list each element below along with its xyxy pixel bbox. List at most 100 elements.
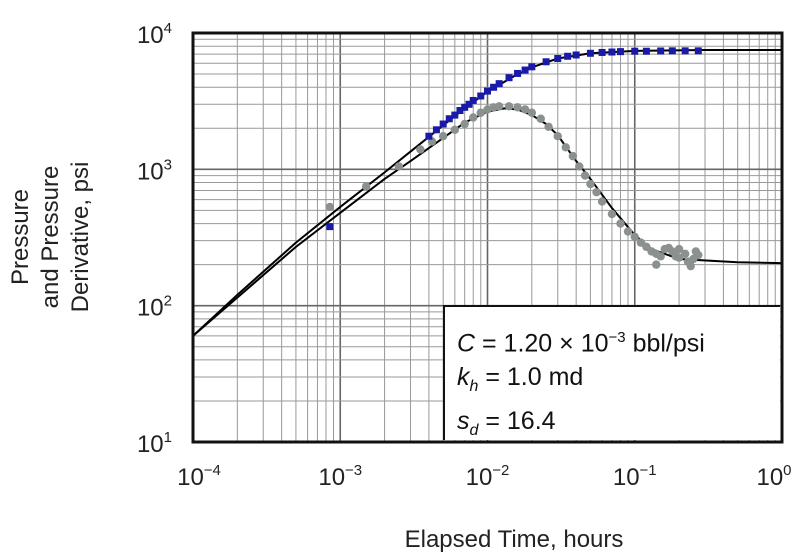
derivative-data-point bbox=[597, 197, 607, 206]
derivative-data-point bbox=[652, 260, 661, 269]
derivative-data-point bbox=[592, 187, 601, 197]
pressure-data-point bbox=[505, 74, 513, 82]
derivative-data-point bbox=[680, 249, 690, 259]
pressure-data-point bbox=[586, 49, 594, 57]
tick-label: 100 bbox=[756, 462, 791, 491]
x-tick-labels: 10−4 10−3 10−2 10−1 100 bbox=[177, 462, 791, 491]
derivative-data-point bbox=[544, 122, 553, 132]
k-symbol: k bbox=[457, 363, 470, 392]
derivative-data-point bbox=[674, 244, 684, 254]
plot-frame bbox=[191, 31, 784, 444]
c-unit: bbl/psi bbox=[625, 329, 705, 358]
derivative-data-point bbox=[536, 114, 545, 123]
pressure-data-point bbox=[451, 111, 459, 119]
derivative-data-point bbox=[361, 182, 371, 191]
derivative-data-point bbox=[586, 179, 595, 189]
pressure-data-point bbox=[521, 66, 529, 74]
derivative-data-point bbox=[656, 252, 665, 261]
y-axis-label: Pressure and Pressure Derivative, psi bbox=[7, 162, 94, 313]
derivative-data-point bbox=[469, 113, 478, 122]
derivative-data-point bbox=[450, 125, 460, 134]
pressure-data-point bbox=[642, 47, 650, 55]
derivative-data-point bbox=[686, 261, 695, 271]
derivative-data-point bbox=[674, 253, 684, 262]
pressure-data-point bbox=[461, 103, 469, 111]
data-points bbox=[325, 47, 703, 271]
parameter-box: C = 1.20 × 10−3 bbl/psi kh = 1.0 md sd =… bbox=[443, 305, 780, 440]
derivative-data-point bbox=[394, 162, 404, 171]
tick-label: 103 bbox=[137, 156, 172, 185]
pressure-data-point bbox=[668, 47, 676, 55]
y-axis-label-line: Pressure bbox=[7, 189, 34, 285]
pressure-data-point bbox=[572, 51, 580, 59]
derivative-data-point bbox=[527, 108, 537, 117]
tick-label: 10−4 bbox=[177, 462, 221, 491]
skin: sd = 16.4 bbox=[457, 404, 780, 448]
derivative-data-point bbox=[580, 171, 590, 180]
derivative-data-point bbox=[630, 232, 639, 241]
pressure-data-point bbox=[477, 92, 485, 100]
s-subscript: d bbox=[469, 422, 479, 440]
derivative-data-point bbox=[460, 119, 469, 129]
derivative-data-point bbox=[325, 202, 335, 212]
tick-label: 10−1 bbox=[613, 462, 657, 491]
derivative-data-point bbox=[568, 151, 578, 161]
derivative-data-point bbox=[694, 250, 703, 260]
tick-label: 101 bbox=[137, 429, 172, 458]
pressure-data-point bbox=[564, 52, 572, 60]
derivative-data-point bbox=[575, 162, 584, 171]
pressure-data-point bbox=[542, 58, 550, 66]
s-symbol: s bbox=[457, 407, 470, 436]
pressure-data-point bbox=[432, 126, 440, 134]
pressure-data-point bbox=[657, 47, 665, 55]
derivative-data-point bbox=[623, 227, 633, 236]
s-value: = 16.4 bbox=[478, 407, 556, 436]
y-axis-label-line: Derivative, psi bbox=[67, 162, 94, 313]
pressure-data-point bbox=[490, 83, 498, 91]
x-axis-label: Elapsed Time, hours bbox=[405, 526, 624, 553]
pressure-data-point bbox=[439, 120, 447, 128]
c-symbol: C bbox=[457, 329, 476, 358]
pressure-data-point bbox=[681, 47, 689, 55]
tick-label: 10−3 bbox=[318, 462, 362, 491]
pressure-data-point bbox=[616, 48, 624, 56]
storage-coefficient: C = 1.20 × 10−3 bbl/psi bbox=[457, 321, 780, 360]
c-value: = 1.20 × 10 bbox=[475, 329, 609, 358]
pressure-data-point bbox=[554, 55, 562, 63]
pressure-data-point bbox=[425, 132, 433, 140]
permeability: kh = 1.0 md bbox=[457, 360, 780, 404]
pressure-data-point bbox=[326, 223, 334, 231]
y-axis-label-line: and Pressure bbox=[37, 166, 64, 309]
derivative-data-point bbox=[520, 105, 530, 114]
pressure-data-point bbox=[495, 80, 503, 88]
tick-label: 102 bbox=[137, 293, 172, 322]
pressure-data-point bbox=[456, 107, 464, 115]
c-exponent: −3 bbox=[608, 329, 626, 346]
pressure-data-point bbox=[484, 87, 491, 95]
pressure-data-point bbox=[445, 115, 453, 123]
k-subscript: h bbox=[469, 378, 479, 396]
derivative-data-point bbox=[504, 102, 514, 111]
derivative-data-point bbox=[607, 209, 617, 219]
pressure-data-point bbox=[631, 47, 639, 55]
pressure-data-point bbox=[514, 69, 522, 77]
pressure-data-point bbox=[608, 48, 616, 56]
derivative-data-point bbox=[616, 219, 625, 228]
derivative-data-point bbox=[513, 103, 522, 112]
derivative-data-point bbox=[416, 145, 425, 154]
pressure-data-point bbox=[469, 96, 477, 104]
derivative-data-point bbox=[494, 102, 504, 111]
tick-label: 10−2 bbox=[466, 462, 510, 491]
derivative-data-point bbox=[561, 143, 570, 152]
k-value: = 1.0 md bbox=[478, 363, 584, 392]
pressure-data-point bbox=[528, 63, 536, 71]
pressure-data-point bbox=[465, 100, 473, 108]
derivative-data-point bbox=[438, 131, 448, 141]
tick-label: 104 bbox=[137, 20, 172, 49]
derivative-data-point bbox=[476, 108, 485, 117]
pressure-data-point bbox=[598, 48, 606, 56]
y-tick-labels: 101 102 103 104 bbox=[137, 20, 172, 458]
derivative-data-point bbox=[553, 131, 562, 141]
pressure-data-point bbox=[694, 47, 702, 55]
